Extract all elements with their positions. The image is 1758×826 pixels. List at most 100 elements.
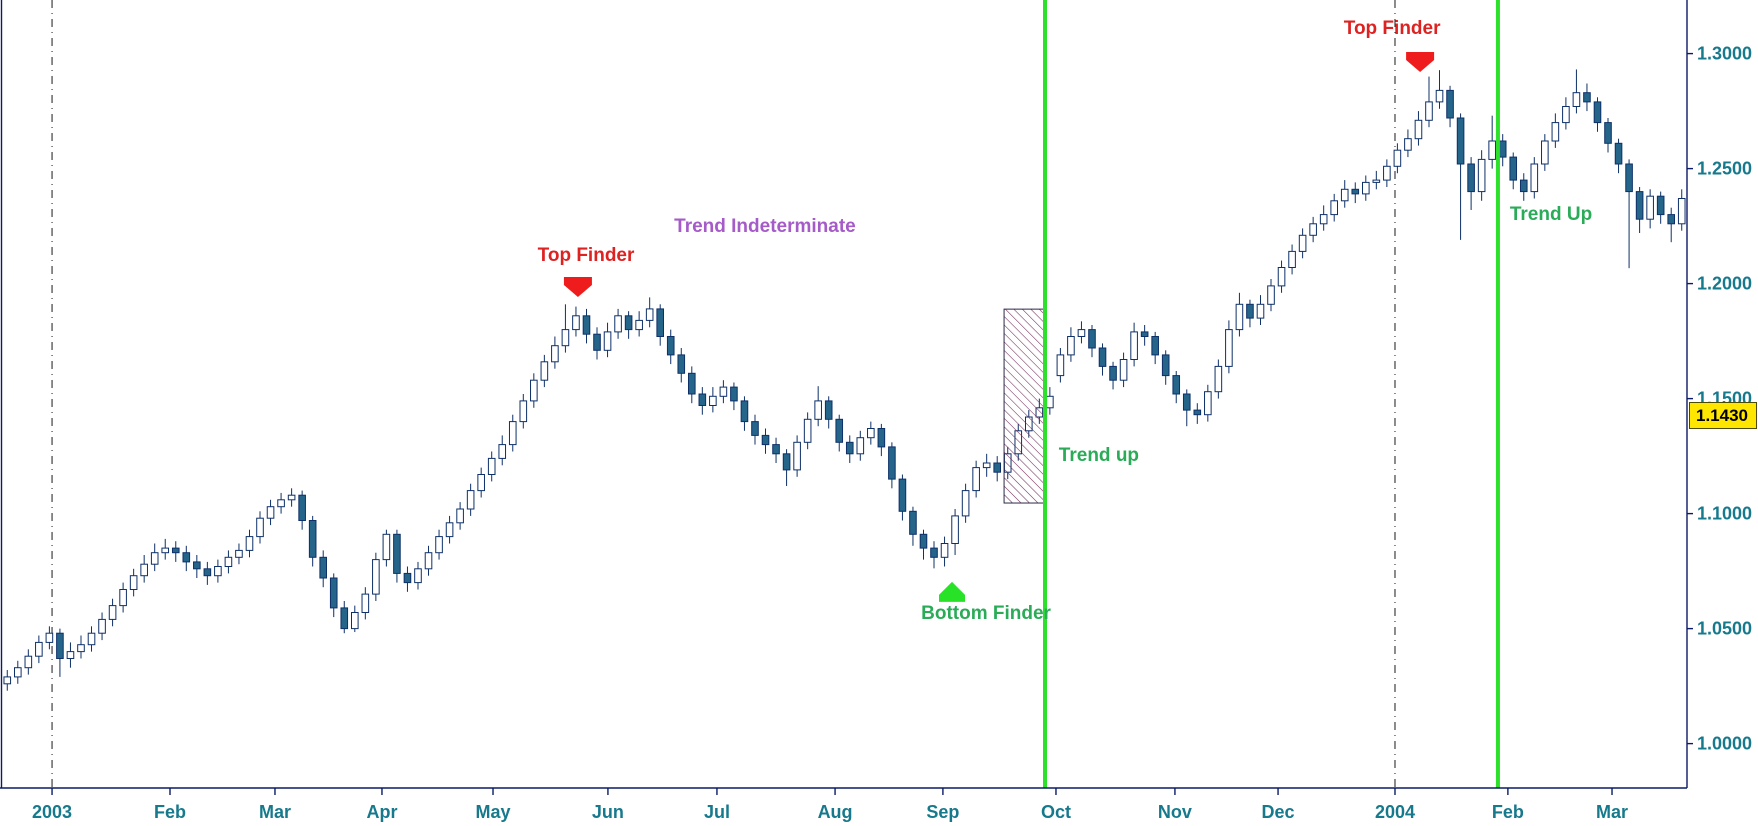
candle-body [1319,214,1328,225]
candle-body [972,467,980,492]
candle-body [698,393,707,407]
x-tick-label: Feb [154,802,186,822]
candle-body [1067,335,1075,356]
x-tick-label: Jun [592,802,624,822]
candle-body [1456,117,1465,165]
trend-up-label-1[interactable]: Trend up [1058,444,1140,466]
candle-body [66,651,75,660]
y-tick-label: 1.1000 [1697,504,1752,524]
candle-body [1182,393,1191,411]
candle-body [1614,142,1623,165]
candle-body [1267,285,1275,305]
candle-body [635,319,643,331]
candle-body [24,655,33,669]
candle-body [1298,234,1307,252]
candle-body [1414,119,1423,140]
candle-body [603,331,612,351]
candle-body [1519,179,1528,193]
candle-body [1488,140,1496,160]
y-tick-label: 1.3000 [1697,44,1752,64]
candle-body [624,315,633,331]
top-finder-arrow-1-icon[interactable] [563,276,592,297]
candle-body [1646,195,1654,220]
candle-body [445,522,454,538]
candle-body [1425,101,1433,121]
candle-body [761,434,770,446]
top-finder-arrow-2-icon[interactable] [1406,51,1435,72]
candle-body [150,552,159,565]
candle-body [1467,163,1475,193]
x-tick-label: May [476,802,511,822]
candle-body [1140,331,1149,337]
x-tick-label: Aug [818,802,853,822]
candle-body [108,605,117,620]
candle-body [519,400,528,423]
candle-body [845,441,854,455]
candle-body [1372,179,1381,183]
candle-body [361,593,370,614]
last-price-tag: 1.1430 [1689,401,1757,429]
candle-body [203,568,212,577]
x-tick-label: Mar [259,802,291,822]
candle-body [656,308,665,337]
top-finder-1-label[interactable]: Top Finder [537,244,635,266]
top-finder-2-label[interactable]: Top Finder [1343,17,1441,39]
x-tick-label: 2004 [1375,802,1415,822]
candle-body [1256,303,1265,319]
candle-body [214,566,222,577]
candle-body [540,361,549,381]
breakout-hatch-box[interactable] [1003,308,1047,504]
candle-body [1541,140,1549,165]
candle-body [951,515,959,545]
candle-body [1151,335,1159,356]
candle-body [77,644,85,653]
candle-body [551,345,559,363]
candle-body [1246,303,1254,319]
candle-body [1383,165,1391,181]
trend-up-label-2[interactable]: Trend Up [1509,204,1593,226]
candle-body [1172,375,1181,395]
y-tick-label: 1.0000 [1697,734,1752,754]
candle-body [477,474,485,492]
candle-body [224,556,233,568]
candle-body [466,490,475,510]
candle-body [287,494,296,501]
candle-body [856,437,865,455]
candle-body [772,444,780,455]
bottom-finder-arrow-icon[interactable] [939,581,966,602]
candle-body [350,612,359,630]
candle-body [1119,358,1128,381]
candle-body [940,543,949,558]
candle-body [13,667,22,678]
candle-body [1077,329,1086,337]
candle-body [245,536,254,551]
trend-indeterminate-label[interactable]: Trend Indeterminate [674,215,856,237]
candle-body [3,676,12,685]
candle-body [666,335,675,356]
candle-body [1340,188,1349,202]
candle-body [1509,156,1518,181]
candle-body [182,552,191,563]
candle-body [193,561,201,570]
bottom-finder-label[interactable]: Bottom Finder [921,602,1051,624]
x-tick-label: Mar [1596,802,1628,822]
y-tick-label: 1.2500 [1697,159,1752,179]
candle-body [835,418,844,443]
candle-body [1351,188,1360,195]
candle-body [803,418,812,443]
candle-body [824,400,833,420]
candle-body [614,315,622,333]
candle-body [414,568,422,584]
candle-body [1204,391,1212,416]
candle-body [782,453,791,471]
candle-body [593,333,601,351]
y-tick-label: 1.0500 [1697,619,1752,639]
candle-body [919,533,928,549]
candle-body [898,478,907,512]
candle-body [867,428,875,439]
candle-body [1435,89,1444,103]
candle-body [329,577,338,609]
candle-body [1530,163,1539,193]
candle-body [266,506,275,519]
